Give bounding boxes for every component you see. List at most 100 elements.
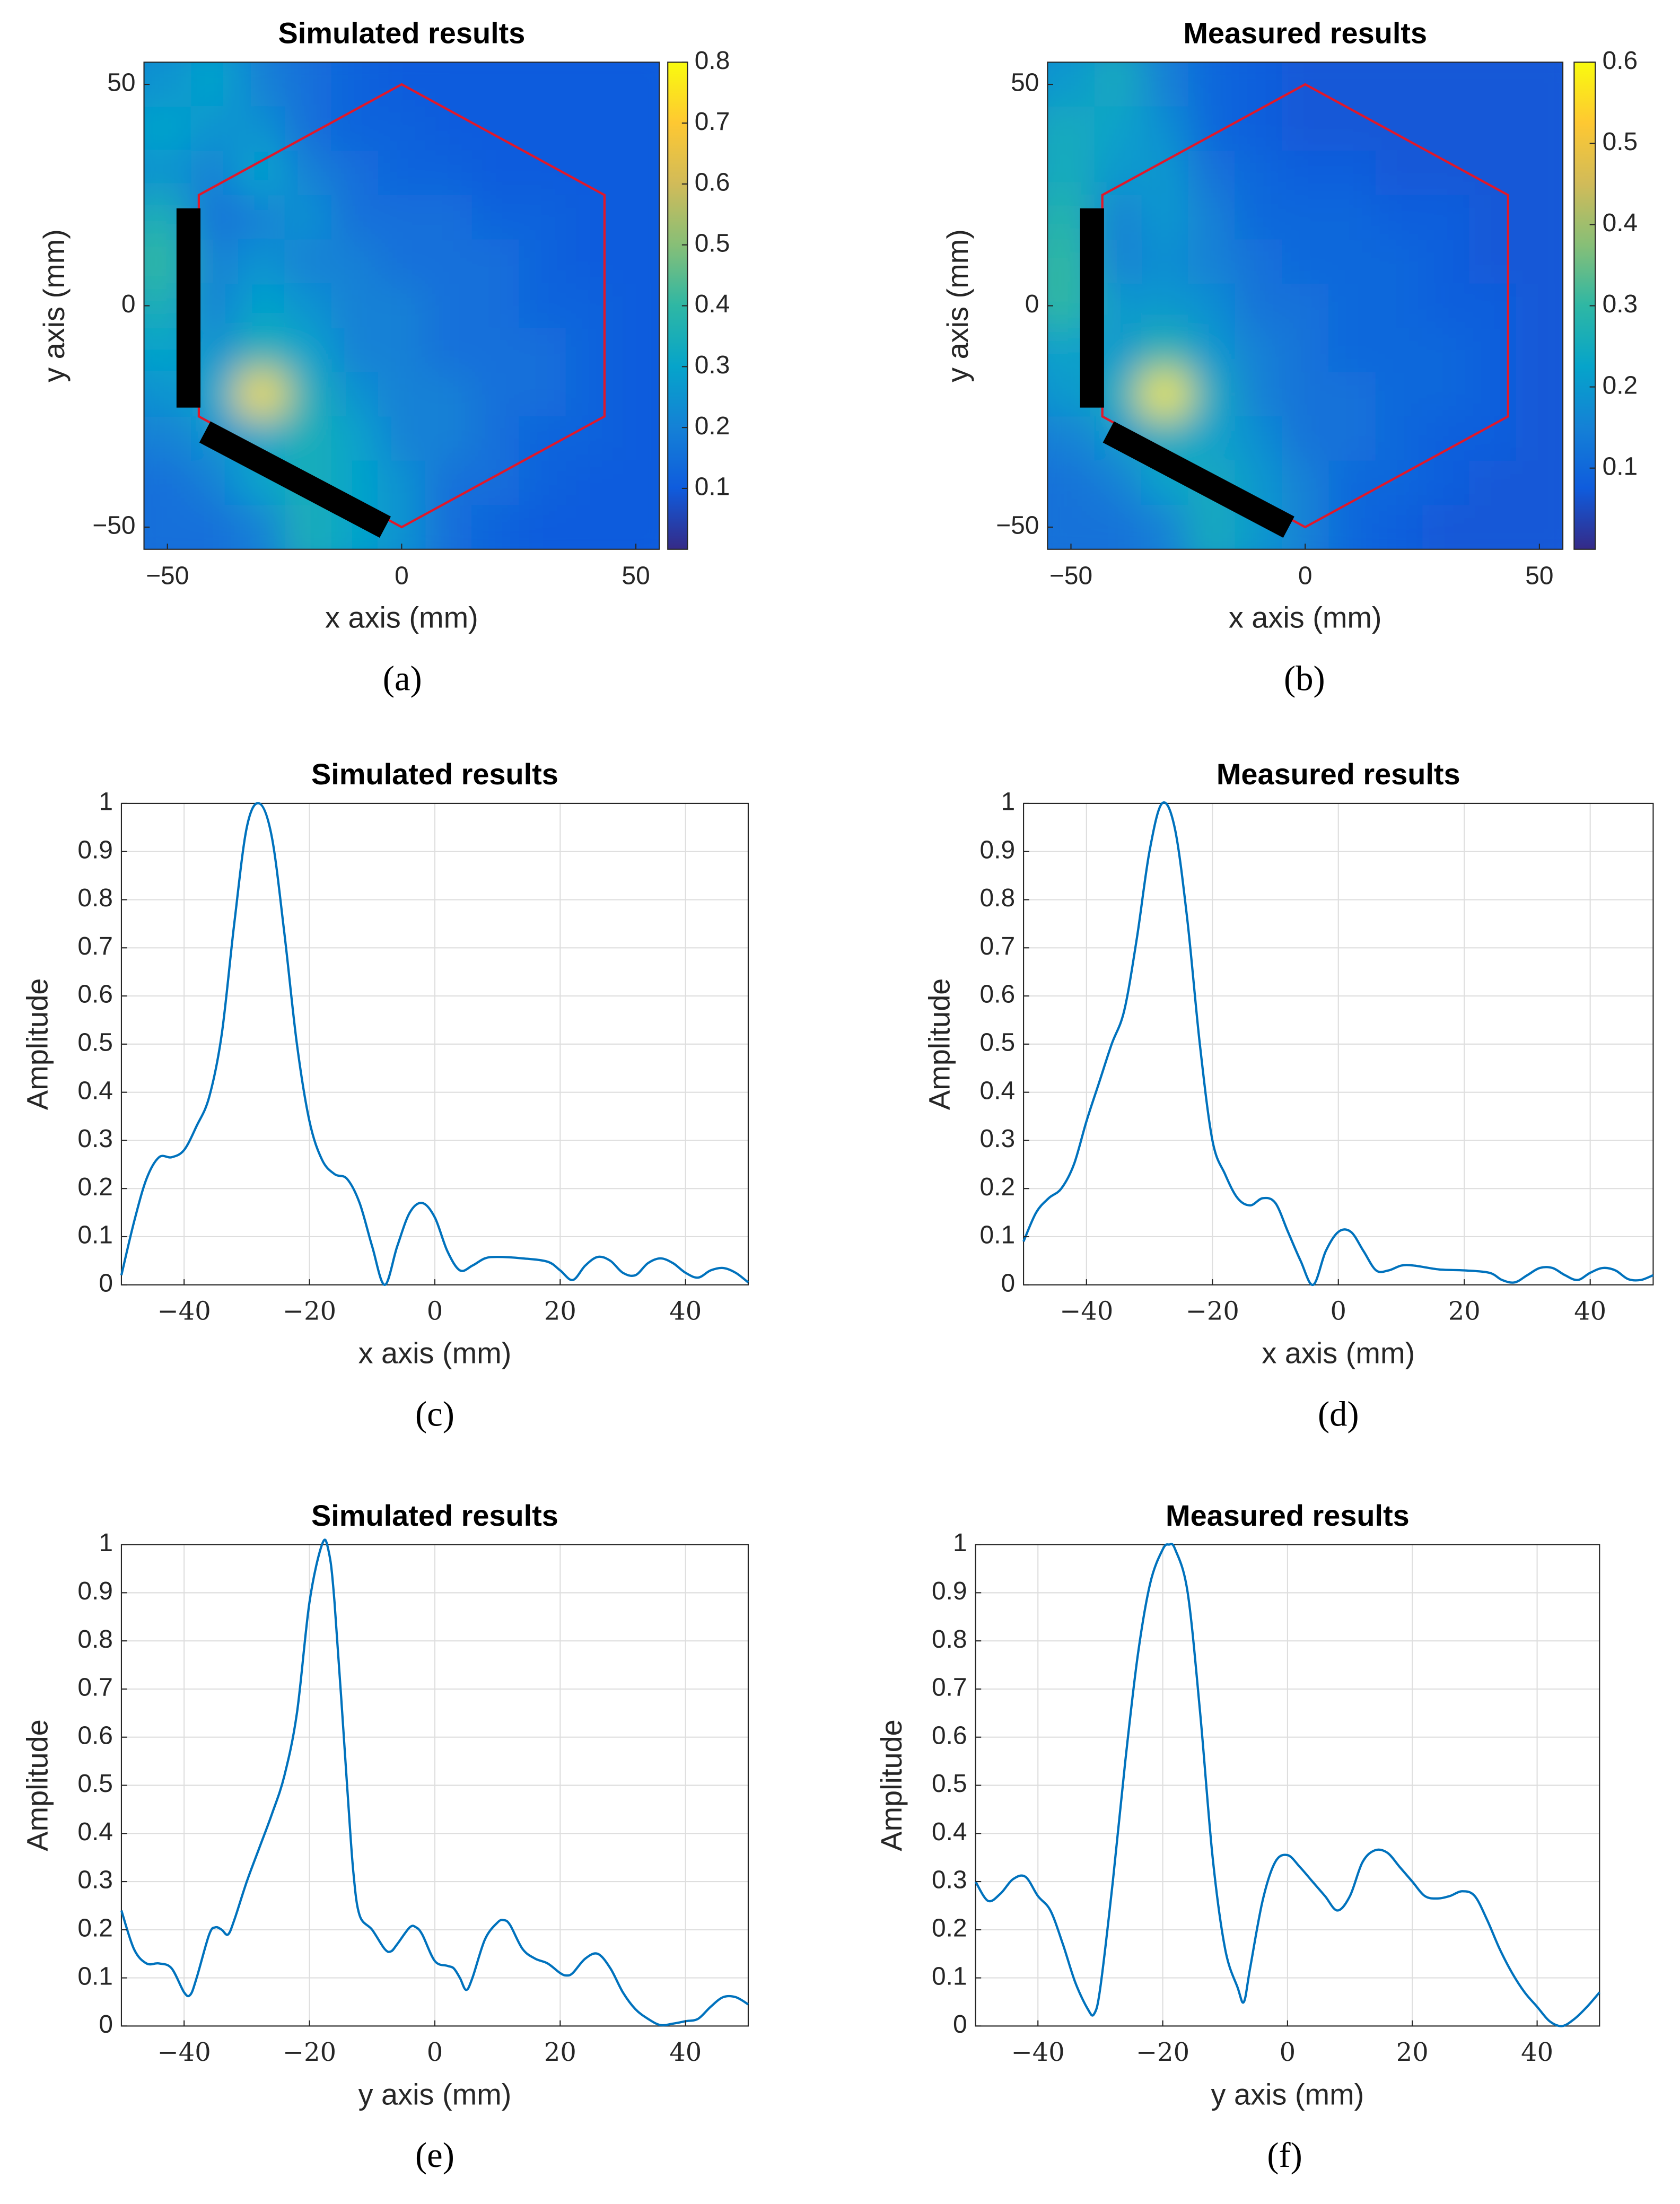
x-tick-label: 0 bbox=[395, 562, 409, 590]
x-tick-label: 0 bbox=[1298, 562, 1312, 590]
heat-cell bbox=[190, 106, 239, 152]
x-tick-label: 0 bbox=[1280, 2038, 1296, 2067]
y-tick-label: 0.3 bbox=[77, 1125, 113, 1153]
heat-cell bbox=[1047, 505, 1096, 549]
heat-cell bbox=[378, 195, 426, 240]
panel-caption: (a) bbox=[383, 659, 422, 698]
heat-cell bbox=[1328, 505, 1377, 549]
diagonal-array bbox=[1102, 421, 1294, 538]
heat-field bbox=[1047, 62, 1563, 549]
heat-cell bbox=[1516, 283, 1563, 329]
heat-cell bbox=[284, 239, 332, 285]
heat-cell bbox=[1375, 239, 1423, 285]
y-tick-label: 0.8 bbox=[77, 1625, 113, 1654]
heat-cell bbox=[238, 195, 285, 240]
heat-cell bbox=[331, 62, 379, 108]
x-tick-label: −20 bbox=[283, 2038, 336, 2067]
chart-title: Measured results bbox=[1166, 1499, 1410, 1532]
y-tick-label: 0.2 bbox=[77, 1173, 113, 1201]
heat-cell bbox=[1328, 62, 1377, 108]
y-tick-label: 0.2 bbox=[980, 1173, 1016, 1201]
heat-cell bbox=[190, 151, 239, 196]
heat-cell bbox=[1188, 151, 1236, 196]
colorbar-tick-label: 0.5 bbox=[695, 229, 730, 257]
y-tick-label: 0.5 bbox=[932, 1770, 967, 1798]
x-tick-label: −40 bbox=[158, 1297, 211, 1326]
y-tick-label: 1 bbox=[1001, 788, 1015, 816]
heat-cell bbox=[425, 239, 473, 285]
heat-cell bbox=[612, 195, 660, 240]
heat-cell bbox=[1422, 62, 1470, 108]
y-tick-label: 0.4 bbox=[980, 1077, 1016, 1105]
heat-cell bbox=[190, 460, 239, 506]
heat-cell bbox=[519, 460, 566, 506]
heat-cell bbox=[471, 62, 520, 108]
heat-cell bbox=[1469, 62, 1517, 108]
x-tick-label: −50 bbox=[146, 562, 189, 590]
heat-cell bbox=[1516, 195, 1563, 240]
x-tick-label: −20 bbox=[1136, 2038, 1189, 2067]
heat-cell bbox=[1516, 151, 1563, 196]
heat-cell bbox=[1235, 151, 1283, 196]
y-tick-label: 0.5 bbox=[980, 1029, 1016, 1057]
heat-cell bbox=[1235, 239, 1283, 285]
heat-cell bbox=[471, 151, 520, 196]
y-tick-label: 0.1 bbox=[980, 1221, 1016, 1249]
y-tick-label: 0.6 bbox=[77, 981, 113, 1009]
heat-cell bbox=[565, 195, 614, 240]
colorbar-tick-label: 0.8 bbox=[695, 47, 730, 75]
heat-cell bbox=[1422, 239, 1470, 285]
heat-cell bbox=[1328, 460, 1377, 506]
x-axis-label: x axis (mm) bbox=[1262, 1336, 1415, 1370]
x-tick-label: 40 bbox=[669, 1297, 702, 1326]
heat-cell bbox=[284, 283, 332, 329]
heat-cell bbox=[471, 505, 520, 549]
heat-cell bbox=[612, 62, 660, 108]
colorbar-tick-label: 0.3 bbox=[695, 351, 730, 379]
y-tick-label: 1 bbox=[953, 1529, 967, 1557]
x-axis-label: x axis (mm) bbox=[358, 1336, 512, 1370]
heat-cells bbox=[144, 62, 660, 549]
heat-cell bbox=[1516, 372, 1563, 417]
x-axis-label: x axis (mm) bbox=[1229, 601, 1382, 634]
x-tick-label: −40 bbox=[1060, 1297, 1113, 1326]
heat-cell bbox=[519, 505, 566, 549]
heat-cell bbox=[565, 460, 614, 506]
heat-cell bbox=[1469, 372, 1517, 417]
panel-caption: (f) bbox=[1267, 2136, 1302, 2175]
heat-cell bbox=[1188, 239, 1236, 285]
y-axis-label: Amplitude bbox=[922, 978, 956, 1110]
heat-cell bbox=[1047, 460, 1096, 506]
amplitude-line bbox=[120, 802, 749, 1286]
heat-cell bbox=[1328, 239, 1377, 285]
colorbar-tick-label: 0.5 bbox=[1603, 128, 1638, 156]
heat-cell bbox=[1516, 460, 1563, 506]
heat-cell bbox=[1282, 372, 1329, 417]
x-tick-label: 20 bbox=[1448, 1297, 1481, 1326]
x-tick-label: 20 bbox=[544, 2038, 576, 2067]
heat-cell bbox=[1516, 328, 1563, 373]
heat-cell bbox=[1188, 416, 1236, 462]
heat-cell bbox=[519, 106, 566, 152]
y-tick-label: 0.9 bbox=[932, 1577, 967, 1605]
heat-cell bbox=[1282, 106, 1329, 152]
heat-cell bbox=[238, 62, 285, 108]
heat-cell bbox=[1282, 239, 1329, 285]
heat-cell bbox=[1328, 328, 1377, 373]
chart-title: Simulated results bbox=[311, 757, 558, 791]
heat-cell bbox=[425, 151, 473, 196]
heat-cell bbox=[612, 416, 660, 462]
heat-cell bbox=[1235, 195, 1283, 240]
heat-cell bbox=[1047, 106, 1096, 152]
chart-title: Simulated results bbox=[278, 16, 525, 49]
y-tick-label: 0.3 bbox=[980, 1125, 1016, 1153]
heat-cell bbox=[1469, 460, 1517, 506]
heat-cell bbox=[1422, 328, 1470, 373]
heat-cell bbox=[331, 195, 379, 240]
panel-caption: (d) bbox=[1318, 1395, 1359, 1433]
heat-cell bbox=[1047, 151, 1096, 196]
heat-cell bbox=[612, 372, 660, 417]
y-tick-label: 0.5 bbox=[77, 1770, 113, 1798]
heat-cell bbox=[519, 283, 566, 329]
heat-cell bbox=[190, 62, 239, 108]
